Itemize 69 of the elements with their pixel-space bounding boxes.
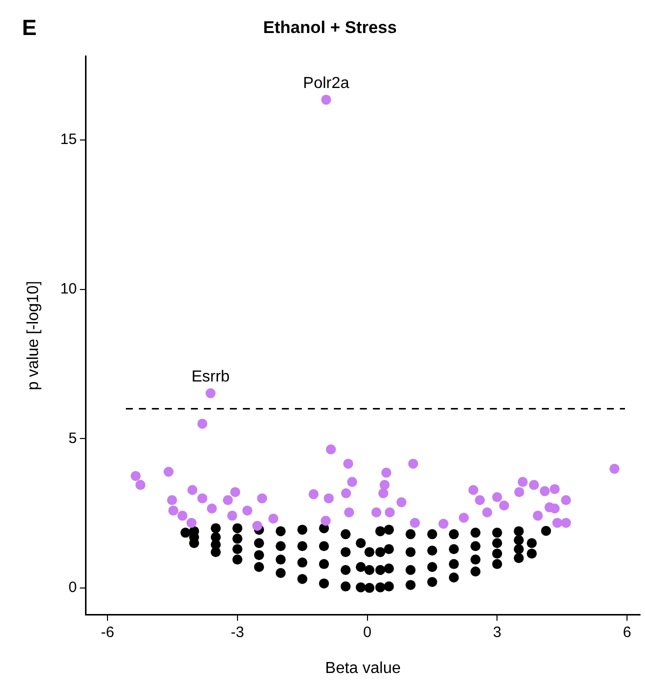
point xyxy=(438,518,448,529)
point xyxy=(344,507,354,518)
point xyxy=(609,464,620,474)
x-axis-title: Beta value xyxy=(325,660,401,677)
point xyxy=(164,466,174,477)
point xyxy=(230,487,240,498)
point xyxy=(540,486,550,496)
point xyxy=(560,495,571,506)
point xyxy=(308,489,319,500)
point xyxy=(482,507,492,518)
point xyxy=(177,510,188,521)
point xyxy=(222,495,233,506)
point xyxy=(227,510,238,521)
point xyxy=(321,94,332,105)
y-tick-label: 15 xyxy=(60,131,77,148)
text: E xyxy=(22,15,37,40)
y-axis-title: p value [-log10] xyxy=(25,280,42,390)
point xyxy=(550,503,560,514)
point xyxy=(468,484,478,495)
x-tick-label: 0 xyxy=(363,624,372,641)
point xyxy=(528,480,539,490)
y-tick-label: 5 xyxy=(68,430,77,447)
point xyxy=(396,497,406,508)
point xyxy=(206,503,217,514)
point xyxy=(130,470,141,481)
point xyxy=(320,516,331,526)
point xyxy=(371,507,382,518)
point xyxy=(197,493,208,504)
point xyxy=(381,468,392,478)
point xyxy=(343,458,354,469)
point xyxy=(384,507,395,518)
point xyxy=(168,506,178,516)
point xyxy=(378,488,388,498)
point xyxy=(135,480,146,490)
point xyxy=(347,476,358,487)
y-tick-label: 0 xyxy=(68,579,77,596)
point xyxy=(206,388,216,398)
point xyxy=(410,518,420,528)
point xyxy=(187,484,198,495)
x-tick-label: 3 xyxy=(492,624,502,641)
point xyxy=(550,484,560,494)
point xyxy=(552,518,562,528)
x-tick-label: -3 xyxy=(230,624,244,641)
point xyxy=(252,520,262,531)
x-tick-label: -6 xyxy=(100,624,114,641)
annotation: Polr2a xyxy=(303,75,350,92)
point xyxy=(197,418,208,429)
point xyxy=(560,518,571,528)
point xyxy=(408,458,418,469)
point xyxy=(492,492,502,502)
point xyxy=(186,518,197,528)
point xyxy=(341,488,352,498)
point xyxy=(167,495,178,506)
point xyxy=(532,510,543,521)
point xyxy=(518,476,528,487)
x-tick-label: 6 xyxy=(622,624,632,641)
annotation: Esrrb xyxy=(191,368,230,386)
point xyxy=(474,495,485,506)
point xyxy=(257,493,268,504)
point xyxy=(326,444,336,454)
y-tick-label: 10 xyxy=(60,280,77,298)
point xyxy=(499,500,510,511)
point xyxy=(242,506,252,516)
point xyxy=(458,512,469,523)
point xyxy=(380,480,390,490)
point xyxy=(324,493,334,504)
chart-title: Ethanol + Stress xyxy=(263,18,397,37)
point xyxy=(514,487,524,498)
point xyxy=(268,514,278,524)
